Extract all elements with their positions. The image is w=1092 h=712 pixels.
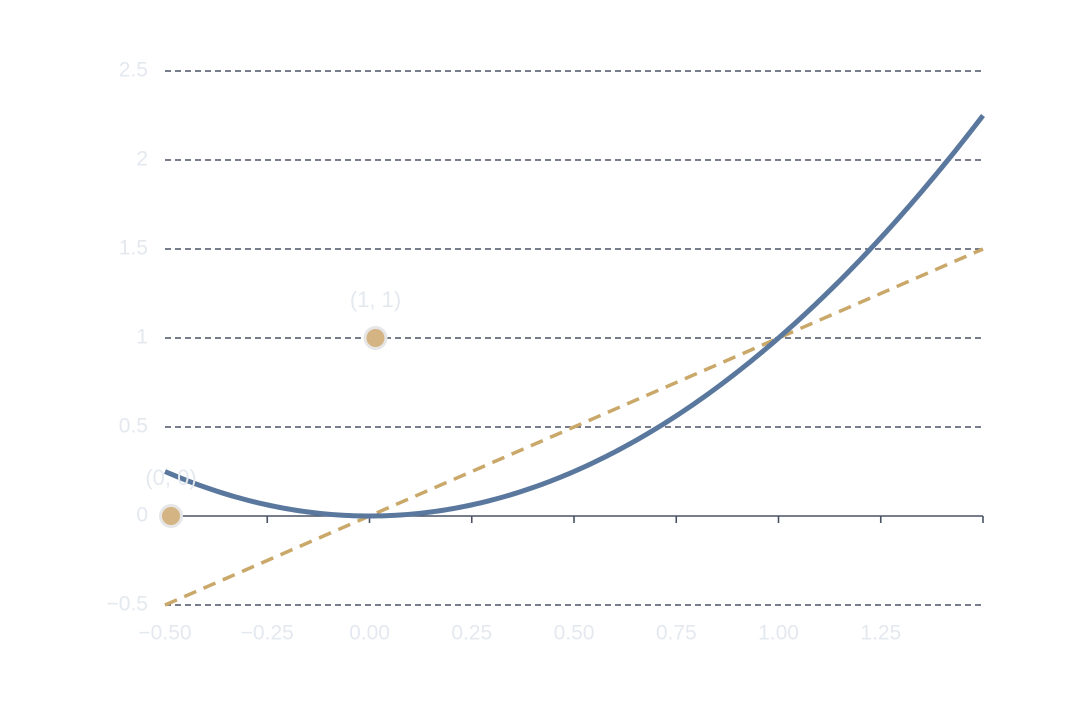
data-point [162,507,180,525]
x-tick-label: 0.00 [349,622,390,645]
data-point [366,329,385,347]
y-tick-label: 0.5 [119,415,148,438]
series-lines [164,113,985,607]
x-tick-label: 0.25 [451,622,492,645]
x-tick-label: 0.50 [554,622,595,645]
x-tick-label: 1.25 [860,622,901,645]
grid-lines [165,70,983,606]
y-tick-label: 0 [136,504,148,527]
x-tick-label: 1.00 [758,622,799,645]
tick-labels: −0.500.511.522.5−0.50 −0.25 0.00 0.25 0.50 0.… [107,59,902,645]
point-label: (1, 1) [350,287,401,312]
x-tick-label: −0.25 [241,622,294,645]
x-tick-label: −0.50 [138,622,191,645]
y-tick-label: 2 [136,148,148,171]
x-axis [164,515,984,523]
y-tick-label: 1 [136,326,148,349]
highlight-points: (0, 0) (1, 1) [145,287,401,528]
series-curve [164,113,985,519]
y-tick-label: 2.5 [119,59,148,82]
x-tick-label: 0.75 [656,622,697,645]
point-label: (0, 0) [145,465,196,490]
series-line-dashed [164,247,984,607]
y-tick-label: −0.5 [107,593,148,616]
y-tick-label: 1.5 [119,237,148,260]
